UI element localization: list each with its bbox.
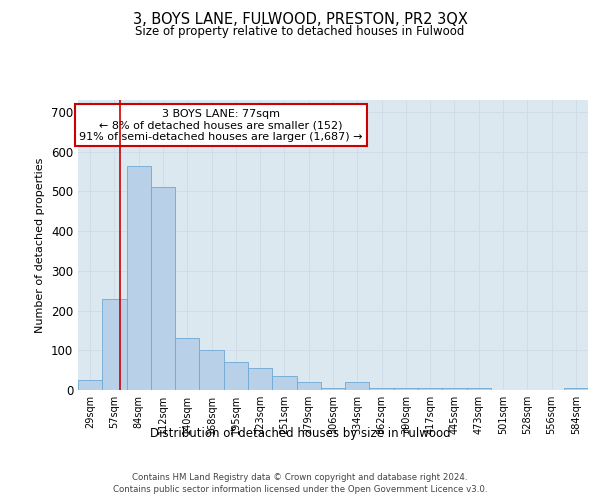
Text: Size of property relative to detached houses in Fulwood: Size of property relative to detached ho… <box>136 25 464 38</box>
Text: Contains HM Land Registry data © Crown copyright and database right 2024.: Contains HM Land Registry data © Crown c… <box>132 472 468 482</box>
Bar <box>394 388 418 390</box>
Bar <box>442 388 467 390</box>
Bar <box>418 388 442 390</box>
Text: 3, BOYS LANE, FULWOOD, PRESTON, PR2 3QX: 3, BOYS LANE, FULWOOD, PRESTON, PR2 3QX <box>133 12 467 28</box>
Bar <box>78 380 102 390</box>
Bar <box>370 388 394 390</box>
Bar <box>151 188 175 390</box>
Text: 3 BOYS LANE: 77sqm
← 8% of detached houses are smaller (152)
91% of semi-detache: 3 BOYS LANE: 77sqm ← 8% of detached hous… <box>79 108 362 142</box>
Y-axis label: Number of detached properties: Number of detached properties <box>35 158 46 332</box>
Text: Distribution of detached houses by size in Fulwood: Distribution of detached houses by size … <box>149 428 451 440</box>
Bar <box>467 388 491 390</box>
Bar <box>175 338 199 390</box>
Bar <box>199 350 224 390</box>
Bar <box>272 376 296 390</box>
Bar <box>248 368 272 390</box>
Bar <box>127 166 151 390</box>
Text: Contains public sector information licensed under the Open Government Licence v3: Contains public sector information licen… <box>113 485 487 494</box>
Bar <box>224 362 248 390</box>
Bar <box>102 300 127 390</box>
Bar <box>345 382 370 390</box>
Bar <box>296 382 321 390</box>
Bar <box>321 388 345 390</box>
Bar <box>564 388 588 390</box>
